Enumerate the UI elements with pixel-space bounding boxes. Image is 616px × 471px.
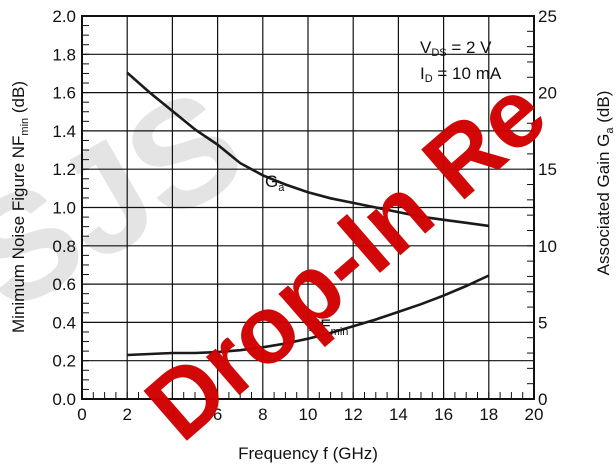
y-right-axis-title: Associated Gain Ga (dB) <box>594 91 616 276</box>
y-left-tick-labels: 0.0 0.2 0.4 0.6 0.8 1.0 1.2 1.4 1.6 1.8 2.0 <box>52 7 76 409</box>
plot-frame <box>81 15 535 400</box>
x-tick-labels: 0 2 4 6 8 10 12 14 16 18 20 <box>77 405 543 424</box>
x-tick-label: 2 <box>122 405 131 424</box>
y-left-axis-title: Minimum Noise Figure NFmin (dB) <box>9 81 31 333</box>
y-left-tick-label: 0.6 <box>52 275 76 294</box>
x-tick-label: 12 <box>344 405 363 424</box>
x-tick-label: 6 <box>213 405 222 424</box>
y-left-tick-label: 1.0 <box>52 199 76 218</box>
x-tick-label: 10 <box>299 405 318 424</box>
ga-curve-label: Ga <box>265 172 285 194</box>
x-tick-label: 14 <box>389 405 408 424</box>
y-right-tick-label: 20 <box>538 84 557 103</box>
y-left-tick-label: 1.6 <box>52 84 76 103</box>
y-left-tick-label: 1.8 <box>52 45 76 64</box>
x-tick-label: 4 <box>168 405 177 424</box>
y-right-tick-label: 5 <box>538 313 547 332</box>
y-left-tick-label: 0.4 <box>52 313 76 332</box>
ga-curve <box>126 71 489 228</box>
y-right-tick-label: 0 <box>538 390 547 409</box>
minor-ticks <box>81 15 535 400</box>
condition-id: ID = 10 mA <box>420 64 502 85</box>
x-tick-label: 20 <box>525 405 544 424</box>
y-left-tick-label: 1.2 <box>52 160 76 179</box>
x-axis-title: Frequency f (GHz) <box>238 444 378 463</box>
x-tick-label: 8 <box>258 405 267 424</box>
y-left-tick-label: 0.0 <box>52 390 76 409</box>
y-left-tick-label: 0.2 <box>52 352 76 371</box>
y-right-tick-label: 15 <box>538 160 557 179</box>
nfmin-curve <box>127 274 490 357</box>
x-tick-label: 18 <box>479 405 498 424</box>
y-right-tick-label: 10 <box>538 237 557 256</box>
condition-vds: VDS = 2 V <box>420 38 492 59</box>
x-tick-label: 16 <box>434 405 453 424</box>
y-right-tick-labels: 0 5 10 15 20 25 <box>538 7 557 409</box>
y-left-tick-label: 2.0 <box>52 7 76 26</box>
y-right-tick-label: 25 <box>538 7 557 26</box>
y-left-tick-label: 0.8 <box>52 237 76 256</box>
y-left-tick-label: 1.4 <box>52 122 76 141</box>
x-tick-label: 0 <box>77 405 86 424</box>
